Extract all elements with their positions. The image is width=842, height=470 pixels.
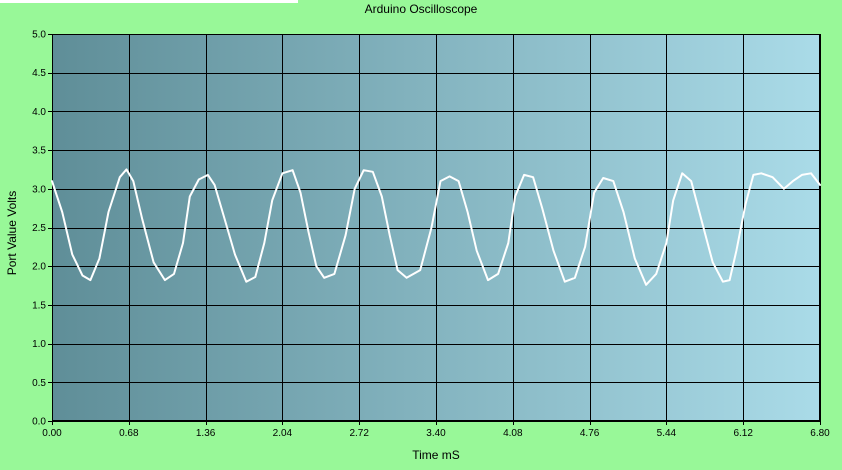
y-tick-label: 3.0 <box>32 184 46 195</box>
x-tick-label: 0.68 <box>119 428 139 439</box>
chart-title: Arduino Oscilloscope <box>364 2 478 16</box>
y-tick-label: 0.5 <box>32 378 46 389</box>
y-tick-label: 4.5 <box>32 68 46 79</box>
y-tick-label: 4.0 <box>32 107 46 118</box>
x-tick-label: 6.80 <box>810 428 830 439</box>
y-tick-label: 1.0 <box>32 339 46 350</box>
x-tick-label: 0.00 <box>42 428 62 439</box>
x-tick-label: 3.40 <box>426 428 446 439</box>
x-tick-label: 2.72 <box>349 428 369 439</box>
x-tick-label: 1.36 <box>196 428 216 439</box>
x-tick-label: 6.12 <box>733 428 753 439</box>
y-tick-label: 2.5 <box>32 223 46 234</box>
x-tick-label: 4.76 <box>580 428 600 439</box>
y-tick-label: 0.0 <box>32 417 46 428</box>
x-tick-label: 2.04 <box>273 428 293 439</box>
y-axis-label: Port Value Volts <box>5 190 19 276</box>
x-axis-label: Time mS <box>412 448 460 462</box>
y-tick-label: 5.0 <box>32 30 46 41</box>
grid <box>48 34 821 425</box>
plot-border <box>52 34 820 421</box>
x-tick-label: 5.44 <box>657 428 677 439</box>
top-strip <box>0 0 298 3</box>
tick-labels: 0.00 0.68 1.36 2.04 2.72 3.40 4.08 4.76 5.44 6.12… <box>32 30 830 440</box>
y-tick-label: 3.5 <box>32 146 46 157</box>
y-tick-label: 1.5 <box>32 300 46 311</box>
x-tick-label: 4.08 <box>503 428 523 439</box>
y-tick-label: 2.0 <box>32 262 46 273</box>
series-layer <box>51 168 821 286</box>
series-line-0 <box>51 168 821 286</box>
